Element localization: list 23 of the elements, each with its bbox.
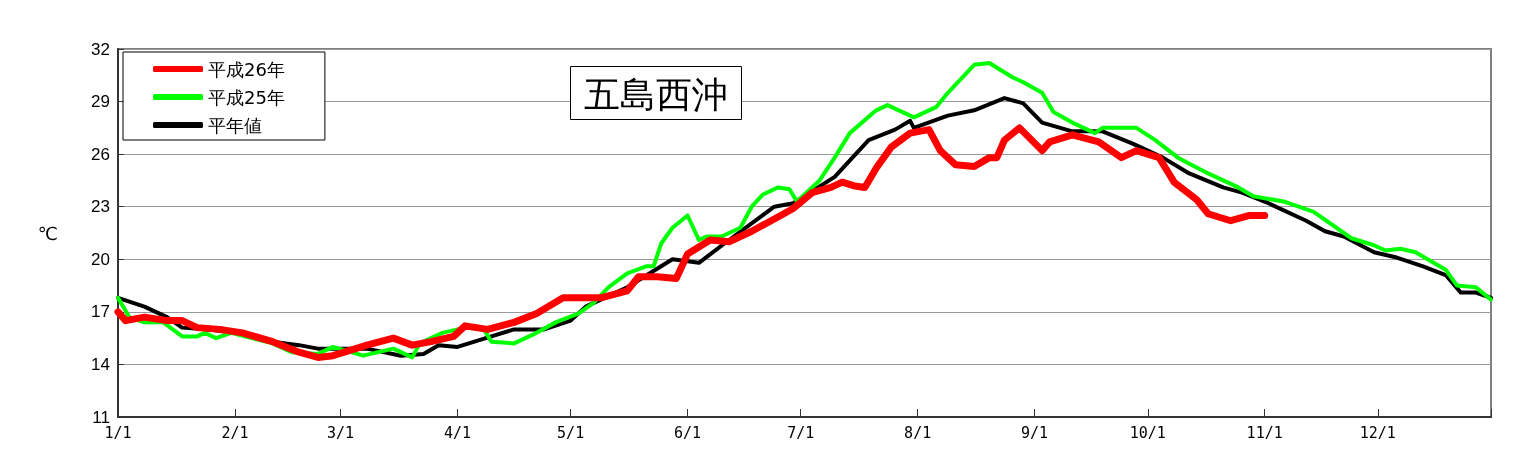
- x-tick-label: 4/1: [443, 423, 472, 442]
- x-tick-label: 5/1: [557, 423, 585, 442]
- text: 五島西沖: [584, 73, 728, 115]
- x-tick-label: 7/1: [787, 423, 815, 442]
- y-tick-label: 29: [91, 92, 110, 112]
- y-axis-title: ℃: [37, 222, 58, 244]
- legend-label: 平成26年: [208, 58, 285, 80]
- y-tick-label: 23: [91, 197, 110, 217]
- y-tick-label: 20: [91, 249, 110, 269]
- legend-label: 平年値: [208, 114, 262, 136]
- x-tick-label: 2/1: [221, 423, 249, 442]
- x-tick-label: 11/1: [1246, 423, 1283, 442]
- y-tick-label: 17: [91, 302, 110, 322]
- x-tick-label: 6/1: [674, 423, 702, 442]
- x-tick-label: 12/1: [1359, 423, 1396, 442]
- y-tick-label: 14: [91, 354, 110, 374]
- x-tick-label: 3/1: [327, 423, 355, 442]
- x-tick-label: 10/1: [1129, 423, 1166, 442]
- x-tick-label: 8/1: [904, 423, 932, 442]
- y-tick-label: 26: [91, 144, 110, 164]
- legend-label: 平成25年: [208, 86, 285, 108]
- x-tick-label: 9/1: [1021, 423, 1049, 442]
- y-tick-label: 32: [91, 39, 110, 59]
